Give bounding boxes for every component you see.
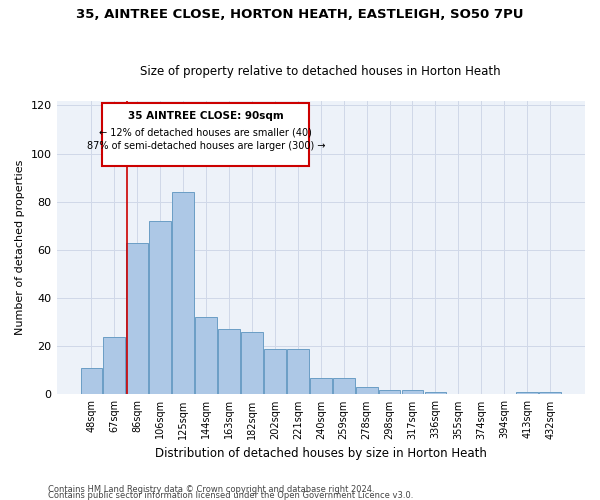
Text: 35, AINTREE CLOSE, HORTON HEATH, EASTLEIGH, SO50 7PU: 35, AINTREE CLOSE, HORTON HEATH, EASTLEI… [76,8,524,20]
Text: ← 12% of detached houses are smaller (40): ← 12% of detached houses are smaller (40… [100,127,313,137]
Bar [539,392,561,394]
Bar [264,348,286,395]
Bar [103,103,310,166]
Bar [195,318,217,394]
Text: Contains HM Land Registry data © Crown copyright and database right 2024.: Contains HM Land Registry data © Crown c… [48,484,374,494]
Bar [379,390,400,394]
Bar [218,330,240,394]
X-axis label: Distribution of detached houses by size in Horton Heath: Distribution of detached houses by size … [155,447,487,460]
Bar [287,348,309,395]
Bar [333,378,355,394]
Bar [80,368,103,394]
Y-axis label: Number of detached properties: Number of detached properties [15,160,25,335]
Bar [356,387,377,394]
Bar [149,221,171,394]
Bar [425,392,446,394]
Bar [241,332,263,394]
Title: Size of property relative to detached houses in Horton Heath: Size of property relative to detached ho… [140,66,501,78]
Bar [516,392,538,394]
Bar [127,242,148,394]
Bar [401,390,424,394]
Text: 87% of semi-detached houses are larger (300) →: 87% of semi-detached houses are larger (… [86,142,325,152]
Text: Contains public sector information licensed under the Open Government Licence v3: Contains public sector information licen… [48,491,413,500]
Bar [310,378,332,394]
Bar [103,336,125,394]
Bar [172,192,194,394]
Text: 35 AINTREE CLOSE: 90sqm: 35 AINTREE CLOSE: 90sqm [128,112,284,122]
